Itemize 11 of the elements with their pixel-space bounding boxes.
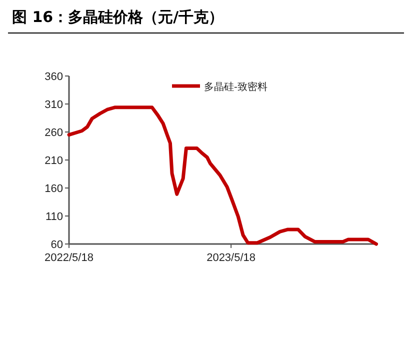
x-tick-label: 2023/5/18 xyxy=(206,252,256,264)
y-tick-label: 360 xyxy=(44,71,63,83)
chart-title: 图 16：多晶硅价格（元/千克） xyxy=(12,8,224,26)
y-tick-label: 310 xyxy=(44,99,63,111)
y-tick-label: 210 xyxy=(44,155,63,167)
legend-label: 多晶硅-致密料 xyxy=(204,81,268,93)
y-tick-label: 60 xyxy=(50,239,63,251)
y-tick-label: 110 xyxy=(45,211,63,223)
y-tick-label: 260 xyxy=(44,127,63,139)
y-tick-label: 160 xyxy=(44,183,63,195)
x-tick-label: 2022/5/18 xyxy=(44,252,94,264)
